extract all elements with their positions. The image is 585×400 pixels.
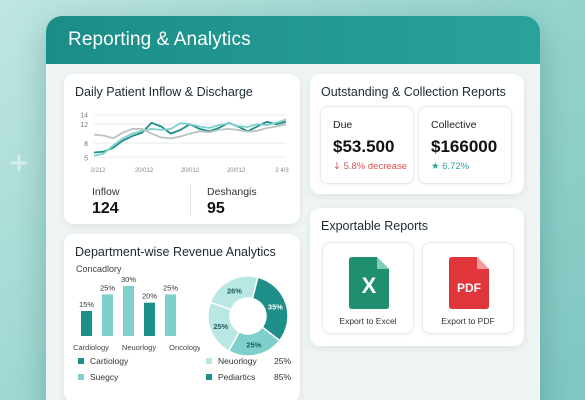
exportable-reports-title: Exportable Reports [321,219,429,233]
department-bar-chart: 15% 25% 30% 20% 25% Cardiology Neuorlogy Oncolo… [73,275,200,352]
department-revenue-title: Department-wise Revenue Analytics [75,245,276,259]
x-tick-label: 20/012 [135,168,154,174]
series-line-2 [93,123,287,140]
patient-inflow-title: Daily Patient Inflow & Discharge [75,85,253,99]
x-tick-label: 2/212 [90,168,106,174]
slice-label: 25% [213,322,228,331]
bar-label: 15% [79,300,94,309]
legend-item-neuorlogy: Neuorlogy [206,356,257,366]
x-tick-label: 20/012 [227,168,246,174]
legend-label: Neuorlogy [218,356,257,366]
bar-label: 25% [163,283,178,292]
patient-inflow-line-chart: 14 12 8 52/212 20/012 20/012 20/012 2 4/3 [80,113,289,174]
bar-label: 20% [142,292,157,301]
donut-slice [207,301,241,353]
legend-label: Suegcy [90,372,119,382]
legend-item-cartiology: Cartiology [78,356,128,366]
due-card[interactable]: Due $53.500 ↓ 5.8% decrease [320,106,414,184]
category-label: Cardiology [73,343,109,352]
inflow-label: Inflow [92,186,120,198]
legend-label: Pediartics [218,372,256,382]
pdf-file-icon: PDF [449,257,489,309]
background-plus-icon: + [8,148,30,178]
stats-divider [190,184,191,216]
export-excel-button[interactable]: X Export to Excel [322,242,414,334]
discharge-value: 95 [207,200,225,217]
patient-inflow-card: Daily Patient Inflow & Discharge 14 12 8 5 2… [64,74,300,224]
collective-card[interactable]: Collective $166000 ★ 6.72% [418,106,512,184]
outstanding-title: Outstanding & Collection Reports [321,85,506,99]
excel-file-icon: X [349,257,389,309]
legend-label: Cartiology [90,356,129,366]
revenue-subheading: Concadlory [76,264,122,274]
collective-change-text: 6.72% [442,161,470,172]
y-tick-label: 8 [84,141,88,148]
due-change: ↓ 5.8% decrease [333,161,407,172]
y-tick-label: 12 [80,122,88,129]
bar [123,286,134,336]
legend-swatch [206,374,212,380]
star-icon: ★ [431,161,440,172]
export-excel-label: Export to Excel [339,316,397,326]
due-amount: $53.500 [333,137,395,156]
y-tick-label: 5 [84,155,88,162]
bar [102,294,113,336]
legend-swatch [206,358,212,364]
export-pdf-button[interactable]: PDF Export to PDF [422,242,514,334]
arrow-down-icon: ↓ [333,161,341,172]
due-change-text: 5.8% decrease [343,161,407,172]
legend-pct-neuorlogy: 25% [274,356,292,366]
slice-label: 35% [268,303,283,312]
pdf-glyph: PDF [457,281,481,295]
legend-swatch [78,358,84,364]
discharge-label: Deshangis [207,186,257,198]
inflow-value: 124 [92,200,119,217]
bar [144,302,155,336]
department-revenue-card: Department-wise Revenue Analytics Concad… [64,234,300,400]
series-line-0 [93,120,287,154]
outstanding-collection-card: Outstanding & Collection Reports Due $53… [310,74,524,194]
exportable-reports-card: Exportable Reports X Export to Excel PDF… [310,208,524,346]
collective-change: ★ 6.72% [431,161,469,172]
app-title: Reporting & Analytics [46,16,540,64]
legend-pct-pediartics: 85% [274,372,292,382]
collective-label: Collective [431,119,477,131]
slice-label: 25% [246,340,261,349]
bar [81,311,92,336]
series-line-1 [93,118,287,157]
app-window: Reporting & Analytics Daily Patient Infl… [46,16,540,400]
y-tick-label: 14 [80,113,88,120]
category-label: Oncology [169,343,200,352]
bar-label: 30% [121,275,136,284]
category-label: Neuorlogy [122,343,156,352]
legend-swatch [78,374,84,380]
x-tick-label: 20/012 [181,168,200,174]
excel-glyph: X [362,273,377,298]
collective-amount: $166000 [431,137,498,156]
x-tick-label: 2 4/3 [275,168,289,174]
slice-label: 26% [227,286,242,295]
due-label: Due [333,119,353,131]
legend-item-pediartics: Pediartics [206,372,255,382]
bar-label: 25% [100,283,115,292]
bar [165,294,176,336]
legend-item-suegcy: Suegcy [78,372,118,382]
department-donut-chart: 26% 35% 25% 25% [207,275,289,357]
donut-slice [251,276,289,342]
export-pdf-label: Export to PDF [441,316,495,326]
